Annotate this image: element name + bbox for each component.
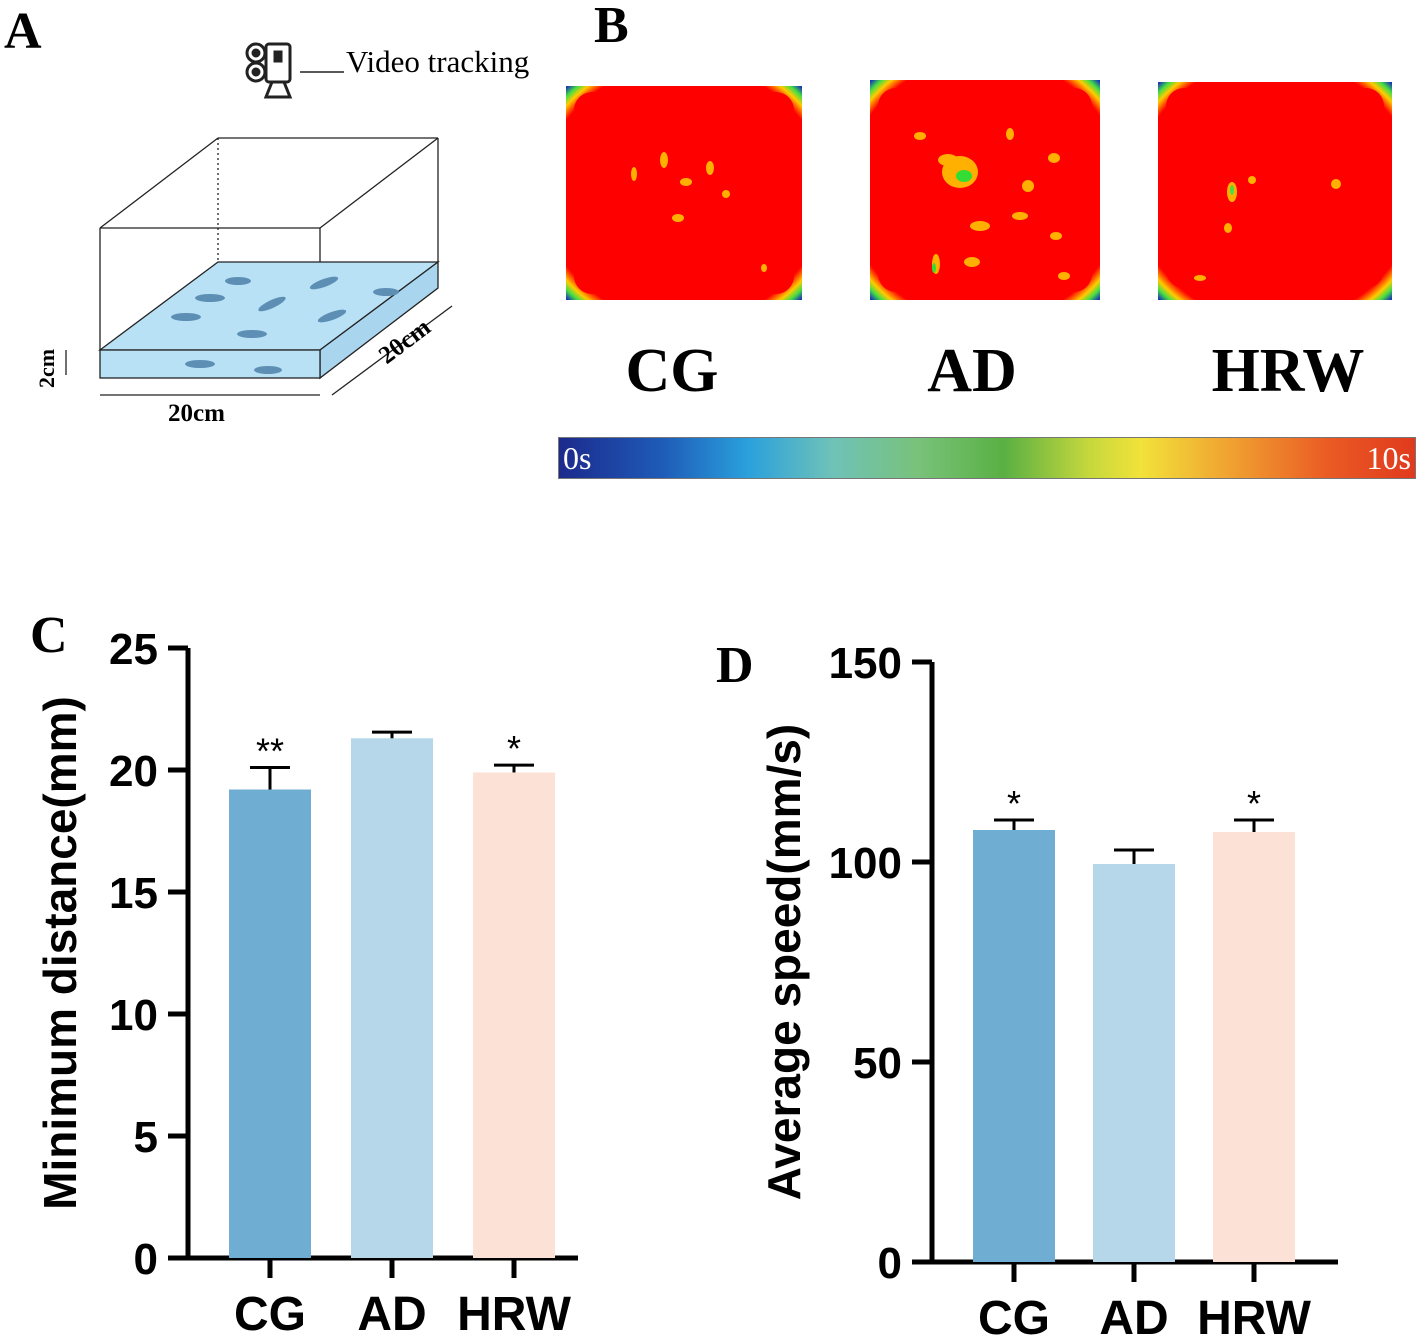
y-tick-label: 50: [853, 1039, 902, 1088]
heatmap-cg: [566, 86, 802, 300]
video-tracking-label: Video tracking: [346, 44, 530, 79]
y-tick-label: 10: [109, 991, 158, 1040]
y-tick-label: 20: [109, 747, 158, 796]
fish-group: [171, 276, 399, 374]
y-tick-label: 150: [829, 639, 902, 688]
significance-cg: *: [1007, 783, 1021, 824]
x-tick-label-cg: CG: [234, 1288, 306, 1341]
heatmap-label-ad: AD: [927, 337, 1017, 405]
y-tick-label: 0: [878, 1239, 902, 1288]
y-tick-label: 25: [109, 625, 158, 674]
panel-d-letter: D: [716, 637, 754, 694]
y-tick-label: 0: [134, 1235, 158, 1284]
chart-minimum-distance: 0 5 10 15 20 25 Minimum distance(mm) ** CG AD * HRW: [34, 625, 578, 1341]
water-height-label: 2cm: [34, 348, 59, 388]
significance-cg: **: [256, 731, 284, 772]
y-tick-label: 5: [134, 1113, 158, 1162]
x-tick-label-ad: AD: [1099, 1292, 1168, 1344]
significance-hrw: *: [507, 728, 521, 769]
tank-illustration: [65, 42, 453, 396]
heatmap-ad: [870, 80, 1100, 300]
colorbar-min-label: 0s: [563, 440, 592, 476]
time-colorbar: 0s 10s: [558, 437, 1416, 479]
tank-frame: [99, 137, 439, 350]
bar-cg: [973, 830, 1055, 1262]
bar-ad: [351, 738, 433, 1258]
x-tick-label-ad: AD: [357, 1288, 426, 1341]
bar-ad: [1093, 864, 1175, 1262]
depth-dimension-line: [331, 305, 453, 396]
chart-average-speed: 0 50 100 150 Average speed(mm/s) * CG AD * HRW: [758, 639, 1338, 1344]
x-tick-label-hrw: HRW: [457, 1288, 571, 1341]
y-tick-label: 100: [829, 839, 902, 888]
video-camera-icon: [245, 42, 293, 99]
panel-c-letter: C: [30, 607, 68, 664]
bar-cg: [229, 789, 311, 1258]
heatmap-hrw: [1158, 82, 1392, 300]
colorbar-max-label: 10s: [1366, 440, 1411, 476]
heatmap-label-cg: CG: [625, 337, 719, 405]
bar-hrw: [473, 772, 555, 1258]
heatmaps: [566, 80, 1392, 300]
y-tick-label: 15: [109, 869, 158, 918]
significance-hrw: *: [1247, 783, 1261, 824]
y-axis-label: Average speed(mm/s): [758, 724, 810, 1200]
heatmap-label-hrw: HRW: [1211, 337, 1365, 405]
tank-width-label: 20cm: [168, 400, 225, 427]
x-tick-label-cg: CG: [978, 1292, 1050, 1344]
panel-a-letter: A: [4, 3, 42, 60]
panel-b-letter: B: [594, 0, 629, 54]
y-axis-label: Minimum distance(mm): [34, 696, 86, 1210]
bar-hrw: [1213, 832, 1295, 1262]
x-tick-label-hrw: HRW: [1197, 1292, 1311, 1344]
